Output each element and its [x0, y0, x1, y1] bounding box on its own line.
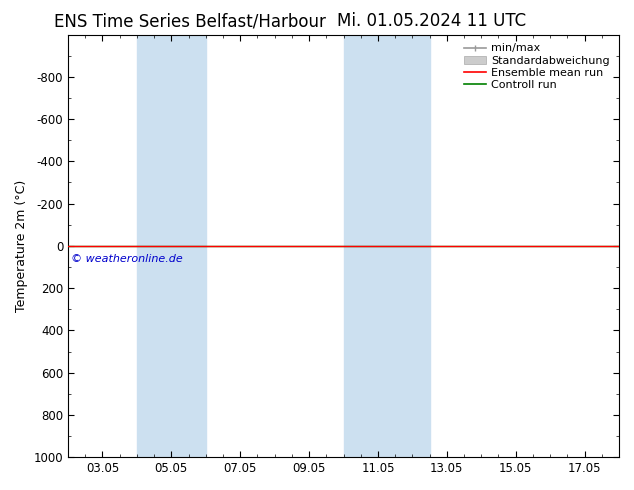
- Text: © weatheronline.de: © weatheronline.de: [72, 254, 183, 264]
- Legend: min/max, Standardabweichung, Ensemble mean run, Controll run: min/max, Standardabweichung, Ensemble me…: [460, 40, 614, 94]
- Text: ENS Time Series Belfast/Harbour: ENS Time Series Belfast/Harbour: [55, 12, 326, 30]
- Bar: [137, 35, 206, 457]
- Y-axis label: Temperature 2m (°C): Temperature 2m (°C): [15, 180, 28, 312]
- Text: Mi. 01.05.2024 11 UTC: Mi. 01.05.2024 11 UTC: [337, 12, 526, 30]
- Bar: [344, 35, 430, 457]
